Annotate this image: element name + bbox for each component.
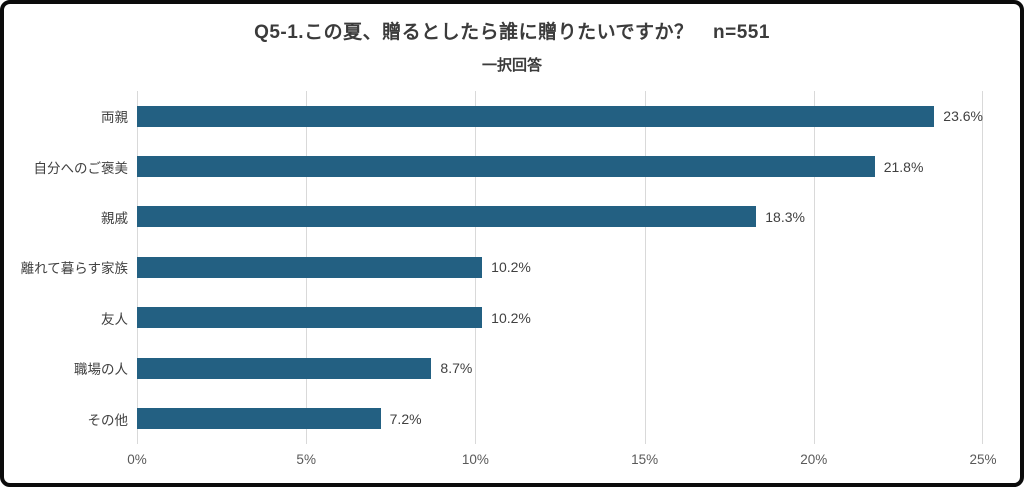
bar-row: 23.6% <box>137 91 983 141</box>
bar <box>137 256 483 278</box>
category-axis: 両親 自分へのご褒美 親戚 離れて暮らす家族 友人 職場の人 その他 <box>4 91 137 444</box>
plot-area: 23.6% 21.8% 18.3% 10.2% 10.2% 8.7% <box>137 91 983 444</box>
gridline <box>813 91 815 444</box>
bar <box>137 357 432 379</box>
bar-value-label: 23.6% <box>943 108 983 125</box>
bar-value-label: 18.3% <box>765 208 805 225</box>
bar-row: 21.8% <box>137 141 983 191</box>
bar-value-label: 10.2% <box>491 259 531 276</box>
x-tick-label: 10% <box>461 451 489 467</box>
category-label: 自分へのご褒美 <box>33 160 129 176</box>
bar <box>137 206 757 228</box>
bar-row: 8.7% <box>137 343 983 393</box>
bar <box>137 408 381 430</box>
bar-row: 18.3% <box>137 192 983 242</box>
category-label: その他 <box>87 412 129 428</box>
category-label: 両親 <box>101 110 128 126</box>
chart-title: Q5-1.この夏、贈るとしたら誰に贈りたいですか？ n=551 <box>254 22 770 43</box>
bar-value-label: 8.7% <box>440 360 473 377</box>
bar-row: 7.2% <box>137 393 983 443</box>
category-label: 友人 <box>101 311 128 327</box>
bar <box>137 105 935 127</box>
x-tick-label: 20% <box>800 451 828 467</box>
bar <box>137 307 483 329</box>
bar-row: 10.2% <box>137 293 983 343</box>
gridline <box>644 91 646 444</box>
x-tick-label: 5% <box>296 451 316 467</box>
bar-value-label: 10.2% <box>491 309 531 326</box>
category-label: 職場の人 <box>74 362 128 378</box>
bar-value-label: 21.8% <box>883 158 924 175</box>
x-axis: 0% 5% 10% 15% 20% 25% <box>127 444 996 476</box>
x-tick-label: 0% <box>127 451 147 467</box>
x-tick-label: 15% <box>631 451 659 467</box>
category-label: 離れて暮らす家族 <box>20 261 128 277</box>
bar-row: 10.2% <box>137 242 983 292</box>
chart-subtitle: 一択回答 <box>481 57 542 74</box>
x-tick-label: 25% <box>969 451 997 467</box>
category-label: 親戚 <box>101 210 128 226</box>
bar <box>137 156 875 178</box>
gridline <box>982 91 983 444</box>
bar-chart: 両親 自分へのご褒美 親戚 離れて暮らす家族 友人 職場の人 その他 23.6%… <box>4 91 1020 444</box>
bar-value-label: 7.2% <box>389 410 422 427</box>
